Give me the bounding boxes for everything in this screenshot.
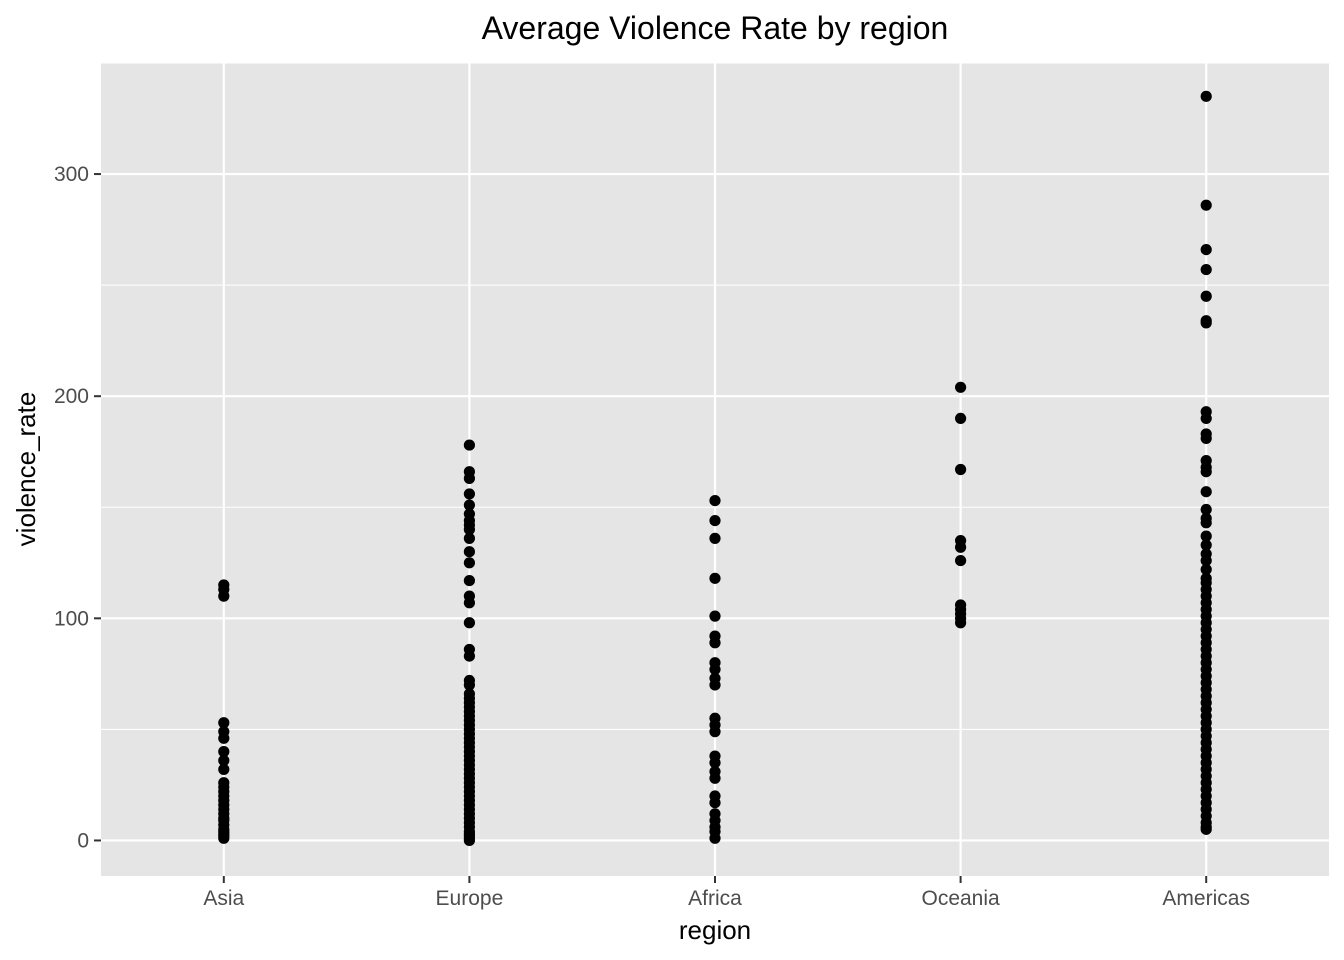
data-point — [1200, 466, 1212, 478]
data-point — [1200, 432, 1212, 445]
data-point — [709, 772, 721, 784]
data-point — [709, 494, 721, 507]
data-point — [218, 832, 230, 844]
data-point — [218, 717, 230, 729]
x-tick-label: Asia — [203, 887, 244, 910]
data-point — [709, 572, 721, 584]
data-point — [955, 541, 967, 553]
data-point — [955, 554, 967, 567]
data-points — [218, 90, 1212, 847]
data-point — [463, 650, 475, 662]
data-point — [1200, 263, 1212, 276]
data-point — [709, 532, 721, 544]
data-point — [1200, 486, 1212, 498]
data-point — [1200, 290, 1212, 302]
y-axis: 0 100 200 300 — [54, 163, 101, 852]
y-tick-label: 200 — [54, 385, 89, 408]
data-point — [1200, 530, 1212, 542]
y-tick-label: 300 — [54, 163, 89, 186]
data-point — [709, 757, 721, 769]
data-point — [1200, 243, 1212, 256]
data-point — [709, 832, 721, 844]
data-point — [463, 499, 475, 511]
y-tick-label: 0 — [77, 829, 89, 852]
data-point — [218, 590, 230, 602]
data-point — [1200, 412, 1212, 425]
x-tick-label: Americas — [1162, 887, 1250, 910]
data-point — [709, 679, 721, 691]
x-axis: Asia Europe Africa Oceania Americas — [203, 876, 1250, 910]
data-point — [1200, 517, 1212, 529]
data-point — [463, 834, 475, 847]
data-point — [709, 637, 721, 649]
x-axis-title: region — [679, 915, 751, 945]
data-point — [218, 754, 230, 767]
data-point — [1200, 90, 1212, 102]
data-point — [218, 732, 230, 744]
data-point — [218, 746, 230, 758]
data-point — [463, 574, 475, 587]
data-point — [1200, 554, 1212, 567]
data-point — [955, 381, 967, 393]
data-point — [1200, 503, 1212, 516]
data-point — [709, 797, 721, 809]
data-point — [1200, 823, 1212, 835]
data-point — [709, 663, 721, 676]
data-point — [955, 617, 967, 629]
data-point — [463, 472, 475, 484]
data-point — [463, 679, 475, 691]
x-tick-label: Europe — [436, 887, 504, 910]
data-point — [218, 763, 230, 775]
data-point — [463, 557, 475, 569]
x-tick-label: Africa — [688, 887, 742, 910]
data-point — [955, 463, 967, 476]
data-point — [463, 488, 475, 500]
chart-title: Average Violence Rate by region — [482, 10, 949, 46]
data-point — [1200, 539, 1212, 551]
y-axis-title: violence_rate — [11, 392, 41, 547]
data-point — [463, 546, 475, 558]
data-point — [955, 412, 967, 425]
data-point — [709, 726, 721, 738]
data-point — [709, 610, 721, 622]
data-point — [1200, 317, 1212, 329]
data-point — [463, 532, 475, 544]
x-tick-label: Oceania — [921, 887, 1000, 910]
y-tick-label: 100 — [54, 607, 89, 630]
data-point — [463, 523, 475, 536]
data-point — [463, 597, 475, 609]
data-point — [463, 617, 475, 629]
data-point — [709, 514, 721, 527]
data-point — [463, 439, 475, 451]
data-point — [1200, 199, 1212, 211]
data-point — [1200, 563, 1212, 576]
